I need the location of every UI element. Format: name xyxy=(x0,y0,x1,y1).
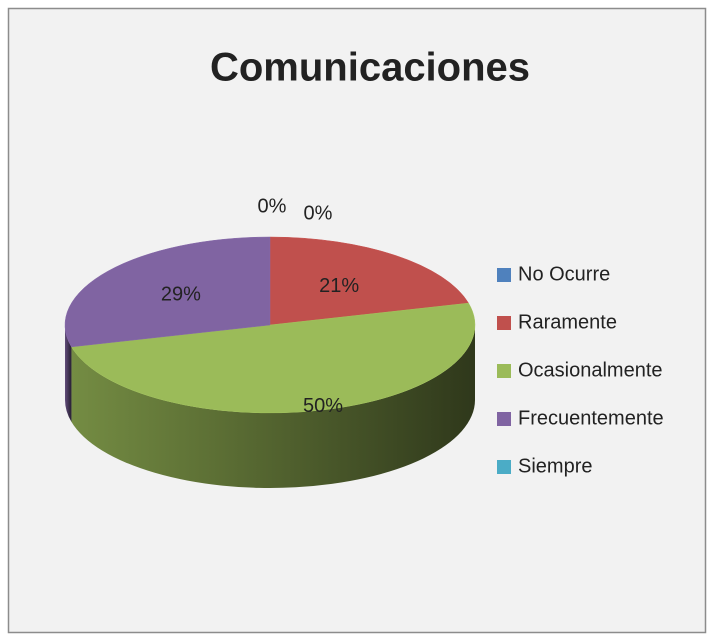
data-label: 0% xyxy=(258,195,287,217)
legend: No Ocurre Raramente Ocasionalmente Frecuent… xyxy=(497,263,664,477)
legend-label: Frecuentemente xyxy=(518,407,664,429)
slice xyxy=(71,302,476,414)
legend-label: Siempre xyxy=(518,455,592,477)
slice xyxy=(64,236,271,348)
legend-label: Ocasionalmente xyxy=(518,359,663,381)
pie: 0% 21% 50% 29% 0% xyxy=(64,195,476,488)
data-label: 29% xyxy=(161,284,201,306)
legend-swatch xyxy=(497,412,511,426)
legend-swatch xyxy=(497,268,511,282)
data-label: 21% xyxy=(319,275,359,297)
legend-label: Raramente xyxy=(518,311,617,333)
slice-side xyxy=(71,325,475,488)
legend-swatch xyxy=(497,460,511,474)
data-label: 0% xyxy=(304,202,333,224)
legend-swatch xyxy=(497,364,511,378)
slice xyxy=(269,236,469,326)
data-label: 50% xyxy=(303,395,343,417)
legend-label: No Ocurre xyxy=(518,263,610,285)
chart-title: Comunicaciones xyxy=(210,46,530,90)
legend-swatch xyxy=(497,316,511,330)
slice-side xyxy=(65,325,72,422)
